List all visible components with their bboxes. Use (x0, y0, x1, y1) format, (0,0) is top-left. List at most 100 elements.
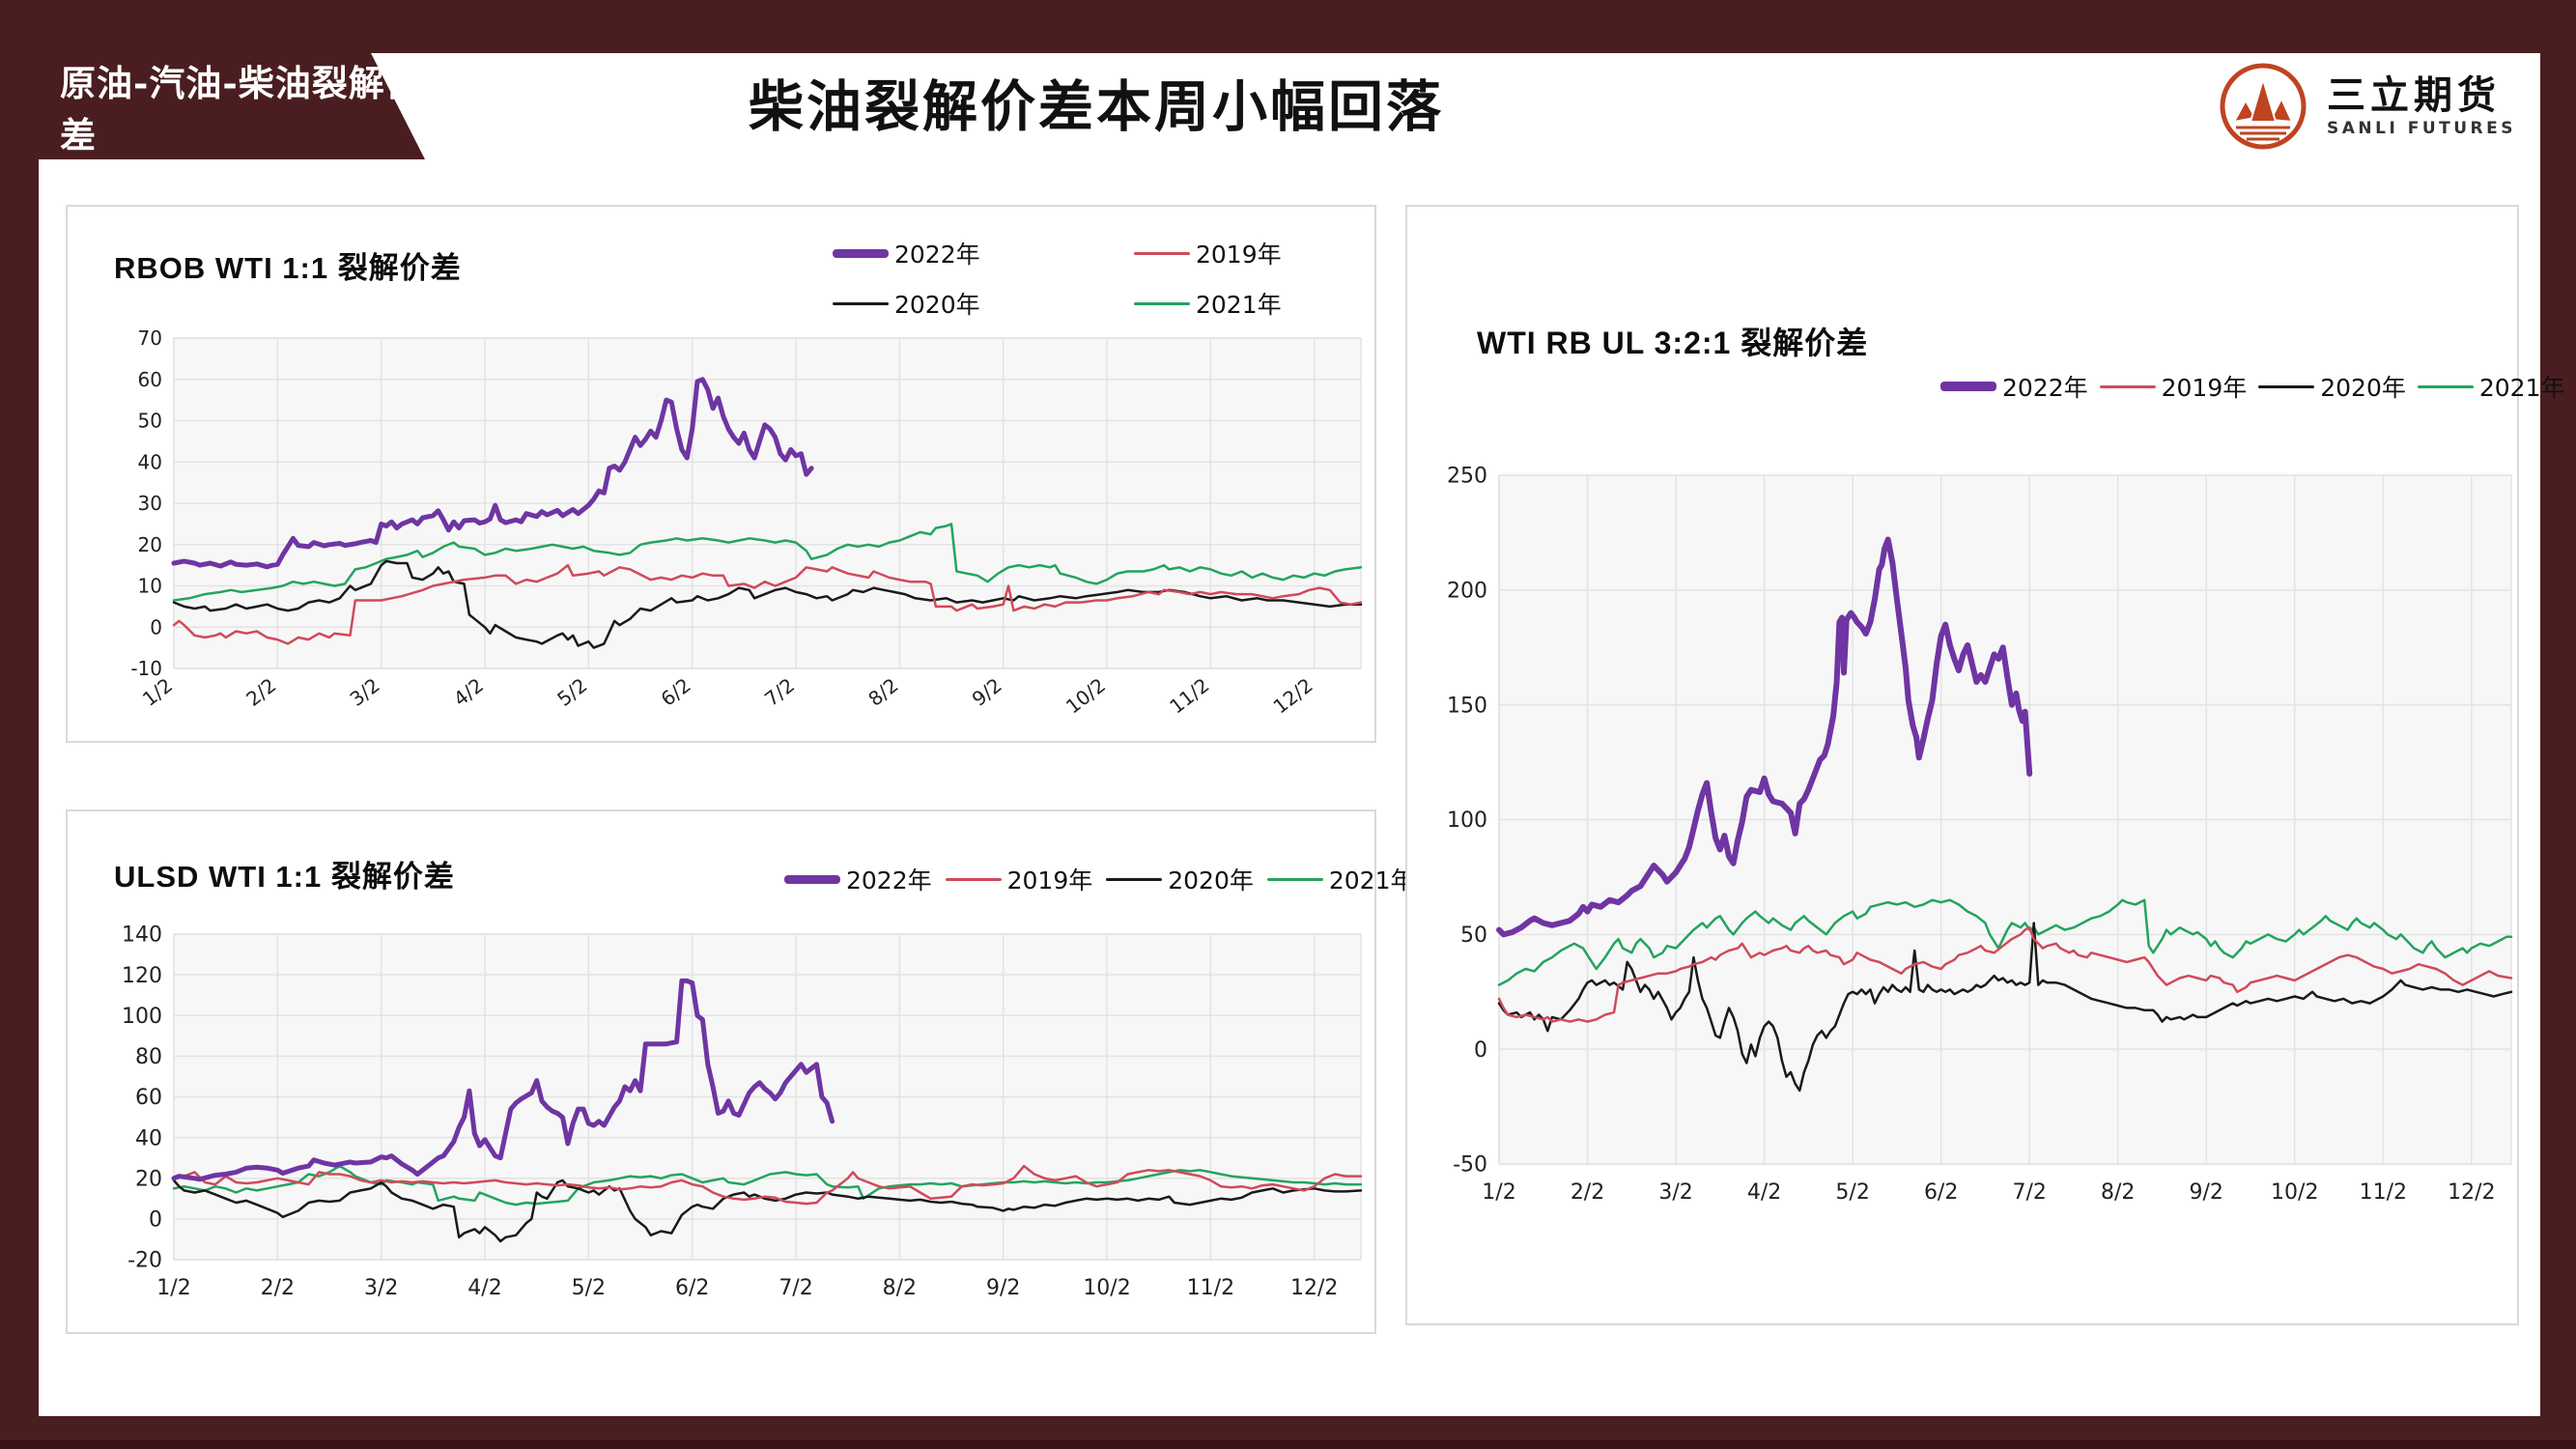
svg-text:6/2: 6/2 (657, 673, 695, 711)
svg-text:6/2: 6/2 (675, 1276, 709, 1300)
legend-item: 2019年 (945, 862, 1093, 896)
svg-text:3/2: 3/2 (364, 1276, 398, 1300)
legend-label: 2021年 (1328, 867, 1415, 895)
svg-text:-50: -50 (1453, 1153, 1487, 1178)
svg-text:1/2: 1/2 (1482, 1180, 1515, 1205)
chart-panel-rbob: RBOB WTI 1:1 裂解价差 2022年 2019年 2020年 2021年 1… (66, 205, 1376, 743)
svg-text:10/2: 10/2 (1062, 673, 1110, 719)
svg-text:8/2: 8/2 (883, 1276, 917, 1300)
legend-item: 2022年 (784, 862, 932, 896)
svg-text:1/2: 1/2 (156, 1276, 190, 1300)
chart-legend-rbob: 2022年 2019年 2020年 2021年 (833, 236, 1435, 321)
legend-label: 2020年 (1168, 867, 1254, 895)
logo-mark-icon (2220, 63, 2307, 150)
svg-text:100: 100 (1447, 809, 1487, 833)
legend-swatch (2099, 384, 2156, 388)
svg-text:12/2: 12/2 (2448, 1180, 2495, 1205)
chart-legend-321: 2022年 2019年 2020年 2021年 (1940, 369, 2565, 404)
svg-text:3/2: 3/2 (1658, 1180, 1692, 1205)
legend-item: 2019年 (2099, 369, 2247, 404)
legend-label: 2021年 (2478, 374, 2565, 402)
legend-swatch (2417, 384, 2474, 388)
svg-text:60: 60 (135, 1086, 162, 1110)
svg-text:11/2: 11/2 (2360, 1180, 2407, 1205)
legend-label: 2022年 (894, 241, 980, 269)
legend-label: 2020年 (2320, 374, 2406, 402)
svg-text:20: 20 (135, 1167, 162, 1191)
svg-text:8/2: 8/2 (863, 673, 902, 711)
header-tab: 原油-汽油-柴油裂解价差 (39, 53, 425, 159)
legend-label: 2019年 (1006, 867, 1093, 895)
chart-plot-ulsd: 1/2 2/2 3/2 4/2 5/2 6/2 7/2 8/2 9/2 10/2 11/2 12/2 1… (122, 923, 1363, 1300)
svg-text:4/2: 4/2 (1747, 1180, 1781, 1205)
chart-plot-rbob: 1/2 2/2 3/2 4/2 5/2 6/2 7/2 8/2 9/2 10/2 11/2 12/27… (130, 327, 1363, 719)
svg-text:20: 20 (138, 533, 162, 556)
svg-text:10/2: 10/2 (1083, 1276, 1130, 1300)
legend-swatch (833, 248, 889, 258)
svg-text:5/2: 5/2 (552, 673, 591, 711)
legend-swatch (1134, 301, 1190, 305)
svg-text:4/2: 4/2 (467, 1276, 501, 1300)
chart-plot-321: 1/2 2/2 3/2 4/2 5/2 6/2 7/2 8/2 9/2 10/2 11/2 12/2 2… (1447, 465, 2513, 1205)
svg-text:5/2: 5/2 (572, 1276, 606, 1300)
legend-swatch (2258, 384, 2315, 388)
svg-text:140: 140 (122, 923, 162, 948)
svg-text:7/2: 7/2 (778, 1276, 812, 1300)
svg-text:9/2: 9/2 (2190, 1180, 2223, 1205)
legend-label: 2022年 (846, 867, 932, 895)
svg-text:80: 80 (135, 1045, 162, 1069)
svg-text:120: 120 (122, 964, 162, 988)
svg-text:150: 150 (1447, 694, 1487, 718)
svg-text:60: 60 (138, 368, 162, 391)
legend-item: 2021年 (2417, 369, 2565, 404)
logo-subtitle: SANLI FUTURES (2327, 118, 2516, 138)
header-tab-label: 原油-汽油-柴油裂解价差 (60, 62, 422, 156)
legend-swatch (1266, 877, 1323, 881)
svg-text:10: 10 (138, 575, 162, 598)
svg-text:0: 0 (150, 615, 162, 639)
legend-item: 2022年 (833, 236, 1134, 270)
svg-text:0: 0 (149, 1208, 162, 1233)
page-title: 柴油裂解价差本周小幅回落 (749, 74, 1444, 139)
footer-strip (0, 1440, 2576, 1449)
svg-text:11/2: 11/2 (1165, 673, 1213, 719)
legend-label: 2021年 (1196, 291, 1282, 319)
legend-swatch (945, 877, 1002, 881)
svg-text:6/2: 6/2 (1924, 1180, 1958, 1205)
svg-text:200: 200 (1447, 580, 1487, 604)
svg-text:12/2: 12/2 (1269, 673, 1317, 719)
svg-text:70: 70 (138, 327, 162, 350)
legend-item: 2021年 (1266, 862, 1415, 896)
svg-text:100: 100 (122, 1005, 162, 1029)
svg-text:-10: -10 (130, 657, 162, 680)
svg-text:-20: -20 (127, 1249, 162, 1273)
svg-text:50: 50 (1460, 923, 1487, 948)
svg-text:12/2: 12/2 (1290, 1276, 1338, 1300)
legend-item: 2021年 (1134, 286, 1435, 321)
svg-text:10/2: 10/2 (2271, 1180, 2318, 1205)
legend-label: 2020年 (894, 291, 980, 319)
svg-text:2/2: 2/2 (261, 1276, 295, 1300)
svg-text:9/2: 9/2 (986, 1276, 1020, 1300)
company-logo: 三立期货 SANLI FUTURES (2217, 60, 2516, 153)
svg-text:7/2: 7/2 (2012, 1180, 2046, 1205)
svg-text:11/2: 11/2 (1187, 1276, 1234, 1300)
chart-panel-321: WTI RB UL 3:2:1 裂解价差 2022年 2019年 2020年 2021… (1405, 205, 2565, 1325)
chart-panel-ulsd: ULSD WTI 1:1 裂解价差 2022年 2019年 2020年 2021年 1… (66, 810, 1415, 1334)
legend-swatch (833, 301, 889, 305)
svg-text:4/2: 4/2 (449, 673, 488, 711)
svg-text:30: 30 (138, 492, 162, 515)
legend-item: 2020年 (1106, 862, 1254, 896)
legend-label: 2019年 (1196, 241, 1282, 269)
svg-text:0: 0 (1474, 1038, 1487, 1063)
chart-title-ulsd: ULSD WTI 1:1 裂解价差 (114, 860, 455, 894)
svg-text:5/2: 5/2 (1835, 1180, 1869, 1205)
svg-text:40: 40 (135, 1126, 162, 1151)
svg-text:2/2: 2/2 (1571, 1180, 1604, 1205)
legend-swatch (784, 874, 840, 884)
svg-text:7/2: 7/2 (760, 673, 799, 711)
legend-swatch (1940, 382, 1996, 391)
legend-item: 2019年 (1134, 236, 1435, 270)
svg-text:3/2: 3/2 (346, 673, 384, 711)
